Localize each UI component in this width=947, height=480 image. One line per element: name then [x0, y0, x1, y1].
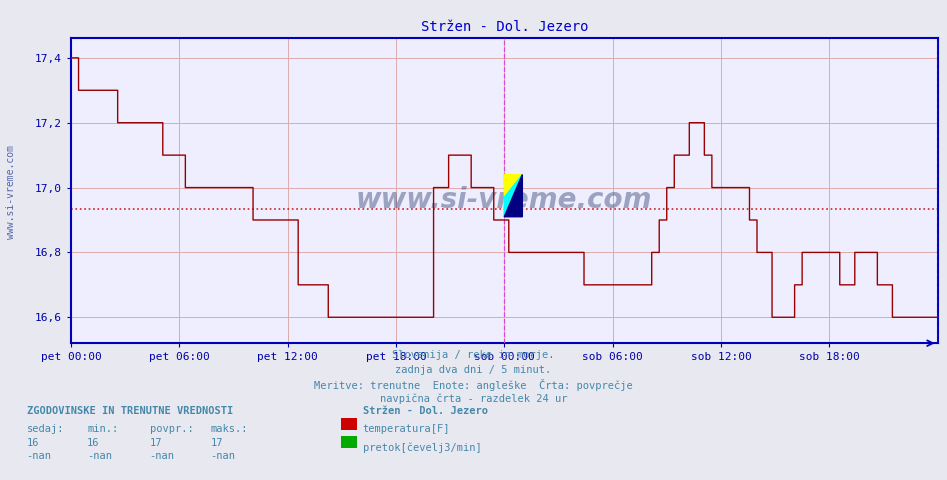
Polygon shape [504, 175, 523, 217]
Text: zadnja dva dni / 5 minut.: zadnja dva dni / 5 minut. [396, 365, 551, 375]
Text: pretok[čevelj3/min]: pretok[čevelj3/min] [363, 442, 481, 453]
Text: -nan: -nan [150, 451, 174, 461]
Text: 17: 17 [150, 438, 162, 448]
Text: -nan: -nan [210, 451, 235, 461]
Text: min.:: min.: [87, 424, 118, 434]
Text: navpična črta - razdelek 24 ur: navpična črta - razdelek 24 ur [380, 394, 567, 404]
Text: 16: 16 [87, 438, 99, 448]
Text: Meritve: trenutne  Enote: angleške  Črta: povprečje: Meritve: trenutne Enote: angleške Črta: … [314, 379, 633, 391]
Text: temperatura[F]: temperatura[F] [363, 424, 450, 434]
Polygon shape [504, 175, 523, 217]
Text: -nan: -nan [87, 451, 112, 461]
Text: Stržen - Dol. Jezero: Stržen - Dol. Jezero [363, 406, 488, 416]
Text: www.si-vreme.com: www.si-vreme.com [356, 186, 652, 214]
Text: maks.:: maks.: [210, 424, 248, 434]
Text: www.si-vreme.com: www.si-vreme.com [7, 145, 16, 239]
Title: Stržen - Dol. Jezero: Stržen - Dol. Jezero [420, 21, 588, 35]
Text: -nan: -nan [27, 451, 51, 461]
Text: ZGODOVINSKE IN TRENUTNE VREDNOSTI: ZGODOVINSKE IN TRENUTNE VREDNOSTI [27, 406, 233, 416]
Text: 17: 17 [210, 438, 223, 448]
Text: Slovenija / reke in morje.: Slovenija / reke in morje. [392, 350, 555, 360]
Polygon shape [504, 175, 523, 197]
Text: 16: 16 [27, 438, 39, 448]
Text: povpr.:: povpr.: [150, 424, 193, 434]
Text: sedaj:: sedaj: [27, 424, 64, 434]
